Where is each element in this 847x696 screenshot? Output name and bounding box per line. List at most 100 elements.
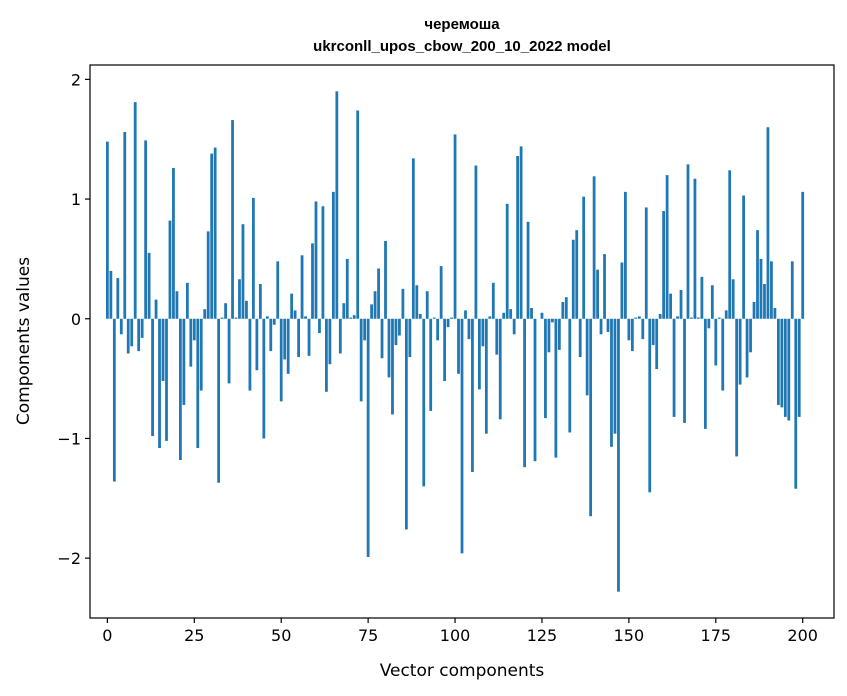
bar-178 — [724, 310, 728, 319]
bar-200 — [801, 191, 805, 319]
bar-61 — [318, 318, 321, 334]
bar-18 — [168, 220, 172, 319]
bar-39 — [241, 224, 245, 319]
bar-85 — [401, 288, 405, 319]
bar-17 — [165, 318, 168, 441]
x-tick-label: 100 — [440, 626, 471, 645]
bar-118 — [516, 155, 520, 319]
bar-53 — [290, 293, 294, 319]
bar-23 — [185, 282, 189, 319]
bar-93 — [429, 318, 433, 411]
bar-68 — [342, 303, 346, 319]
bar-88 — [411, 158, 415, 319]
bar-43 — [255, 318, 259, 371]
bar-147 — [617, 318, 620, 592]
bar-13 — [151, 318, 154, 437]
bar-87 — [408, 318, 412, 358]
bar-26 — [196, 318, 200, 449]
bar-123 — [533, 318, 537, 462]
bar-98 — [446, 318, 450, 328]
x-tick-label: 150 — [614, 626, 645, 645]
bar-16 — [161, 318, 165, 381]
bar-161 — [665, 175, 669, 319]
bar-1 — [109, 270, 113, 319]
bar-63 — [325, 318, 328, 392]
bar-173 — [707, 318, 711, 329]
bar-45 — [262, 318, 266, 439]
bar-166 — [683, 318, 686, 423]
bar-33 — [220, 317, 224, 319]
x-tick-label: 25 — [184, 626, 204, 645]
bar-134 — [571, 239, 575, 319]
x-axis-label: Vector components — [380, 661, 545, 681]
bar-144 — [606, 318, 610, 332]
bar-179 — [728, 170, 732, 319]
bar-185 — [749, 318, 752, 353]
bar-190 — [766, 127, 770, 319]
bar-67 — [338, 318, 342, 354]
bar-84 — [398, 318, 401, 336]
bar-132 — [564, 297, 568, 319]
bar-10 — [140, 318, 144, 338]
bar-158 — [655, 318, 659, 370]
bar-24 — [189, 318, 193, 367]
bar-20 — [175, 291, 179, 319]
bar-97 — [443, 318, 447, 381]
bar-90 — [418, 313, 422, 319]
bar-57 — [304, 316, 307, 319]
bar-120 — [523, 318, 526, 468]
bar-129 — [554, 318, 558, 458]
bar-7 — [130, 318, 134, 347]
bar-80 — [384, 240, 387, 319]
bar-146 — [613, 318, 617, 434]
bar-11 — [144, 140, 148, 319]
bar-29 — [206, 231, 210, 319]
y-tick-label: 1 — [71, 190, 81, 209]
bar-105 — [471, 318, 474, 472]
bar-101 — [457, 318, 460, 374]
bar-170 — [697, 317, 700, 319]
bar-8 — [133, 102, 137, 319]
bar-34 — [224, 303, 227, 319]
bar-159 — [658, 313, 662, 319]
bar-184 — [745, 318, 749, 378]
bar-154 — [641, 318, 645, 340]
x-tick-label: 50 — [271, 626, 291, 645]
bar-177 — [721, 318, 725, 391]
x-tick-label: 125 — [527, 626, 558, 645]
bar-117 — [512, 318, 516, 335]
bar-2 — [112, 318, 116, 482]
bar-114 — [502, 312, 506, 319]
bar-109 — [484, 318, 488, 434]
bar-122 — [530, 307, 533, 319]
bar-128 — [551, 318, 554, 323]
bar-195 — [783, 318, 787, 417]
y-tick-label: −2 — [57, 549, 81, 568]
bar-96 — [439, 266, 443, 319]
bar-12 — [147, 252, 151, 319]
bar-99 — [450, 317, 453, 319]
bar-183 — [742, 195, 745, 319]
bar-197 — [790, 261, 794, 319]
bar-5 — [123, 132, 127, 319]
bar-64 — [328, 318, 332, 365]
bar-175 — [714, 318, 718, 366]
bar-42 — [252, 197, 255, 319]
bar-162 — [669, 293, 672, 319]
bar-167 — [686, 164, 690, 319]
bar-62 — [321, 206, 325, 319]
bar-55 — [297, 318, 300, 358]
bar-163 — [672, 318, 676, 417]
bar-86 — [404, 318, 408, 530]
bar-113 — [498, 318, 502, 420]
bar-192 — [773, 307, 777, 319]
bar-165 — [679, 290, 683, 319]
x-tick-label: 200 — [787, 626, 818, 645]
bar-49 — [276, 261, 280, 319]
bar-130 — [557, 318, 561, 350]
y-axis-label: Components values — [14, 257, 34, 425]
bar-46 — [265, 316, 269, 319]
bar-142 — [599, 318, 603, 335]
bar-137 — [582, 196, 586, 319]
bar-176 — [717, 317, 721, 319]
